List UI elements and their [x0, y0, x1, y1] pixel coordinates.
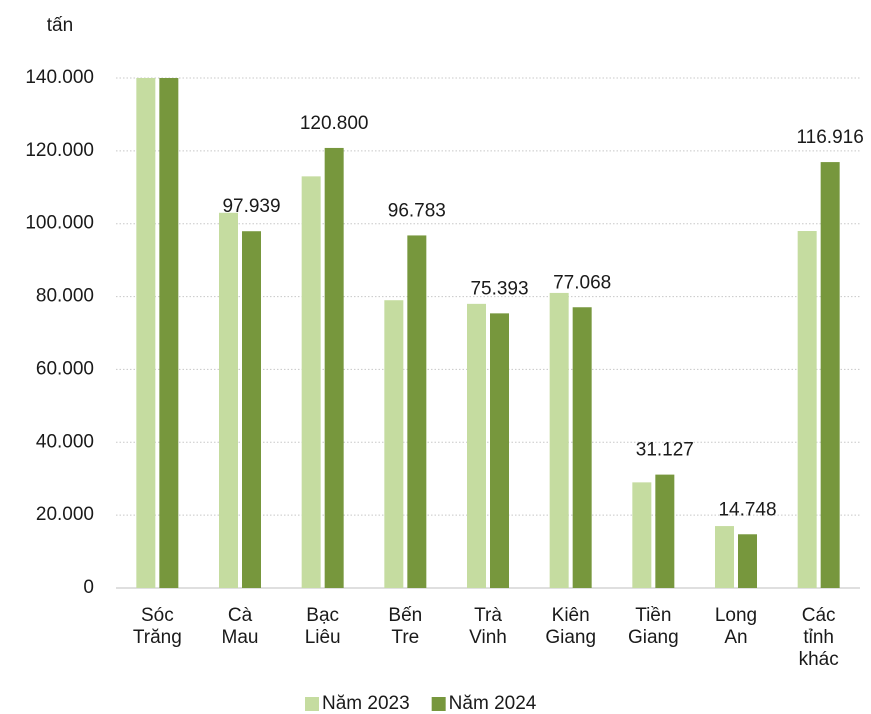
x-tick-label-line: Mau — [222, 627, 259, 648]
x-tick-label-line: khác — [799, 649, 839, 670]
x-tick-label: Kiên Giang — [545, 605, 596, 648]
x-tick-label-line: Sóc — [141, 605, 174, 626]
bar — [159, 78, 179, 588]
y-tick-label: 100.000 — [25, 213, 94, 234]
x-tick-label-line: Tre — [391, 627, 419, 648]
y-tick-label: 0 — [83, 577, 94, 598]
bar — [490, 313, 509, 588]
x-tick-label: Tiền Giang — [628, 605, 679, 648]
value-label: 96.783 — [388, 200, 446, 221]
x-tick-label-line: Bạc — [306, 605, 339, 626]
value-label: 97.939 — [222, 196, 280, 217]
legend-label: Năm 2023 — [322, 693, 410, 714]
bar — [820, 162, 840, 588]
bar — [467, 303, 486, 588]
bar — [301, 176, 321, 588]
bar — [136, 78, 156, 588]
x-tick-label: Cà Mau — [222, 605, 259, 648]
x-tick-label-line: An — [724, 627, 747, 648]
x-tick-label: Trà Vinh — [469, 605, 507, 648]
x-tick-label-line: Long — [715, 605, 757, 626]
x-tick-label-line: Trăng — [133, 627, 182, 648]
x-tick-label: Các tỉnh khác — [799, 605, 839, 670]
y-tick-label: 120.000 — [25, 140, 94, 161]
bar — [549, 292, 569, 588]
x-tick-label-line: Các — [802, 605, 836, 626]
legend-label: Năm 2024 — [449, 693, 537, 714]
y-axis-label: tấn — [47, 15, 73, 36]
x-tick-label-line: Giang — [628, 627, 679, 648]
x-tick-label-line: Trà — [474, 605, 502, 626]
y-tick-label: 20.000 — [36, 504, 94, 525]
y-tick-label: 140.000 — [25, 67, 94, 88]
x-tick-label: Bạc Liêu — [305, 605, 341, 648]
bar — [324, 147, 344, 588]
bar — [219, 212, 238, 589]
x-tick-label-line: Cà — [228, 605, 253, 626]
x-tick-label: Bến Tre — [388, 605, 422, 648]
x-tick-label: Long An — [715, 605, 757, 648]
bar — [655, 474, 675, 588]
value-label: 116.916 — [797, 127, 864, 148]
bar — [242, 231, 261, 588]
x-tick-label-line: Bến — [388, 605, 422, 626]
value-label: 31.127 — [636, 440, 694, 461]
bar — [572, 307, 592, 588]
value-label: 14.748 — [718, 499, 776, 520]
bar — [384, 300, 404, 588]
x-tick-label-line: Vinh — [469, 627, 507, 648]
bar — [715, 526, 734, 588]
bar — [797, 231, 817, 588]
y-tick-label: 60.000 — [36, 358, 94, 379]
x-tick-label-line: Giang — [545, 627, 596, 648]
x-tick-label-line: Liêu — [305, 627, 341, 648]
value-label: 120.800 — [300, 113, 369, 134]
value-label: 77.068 — [553, 272, 611, 293]
legend-swatch — [431, 697, 446, 711]
x-tick-label-line: Tiền — [635, 605, 671, 626]
bar — [407, 235, 427, 588]
bar — [738, 534, 757, 588]
value-label: 75.393 — [470, 278, 528, 299]
y-tick-label: 80.000 — [36, 286, 94, 307]
y-tick-label: 40.000 — [36, 431, 94, 452]
x-tick-label-line: Kiên — [552, 605, 590, 626]
x-tick-label: Sóc Trăng — [133, 605, 182, 648]
legend-swatch — [305, 697, 319, 711]
bar — [632, 482, 652, 588]
x-tick-label-line: tỉnh — [803, 627, 834, 648]
